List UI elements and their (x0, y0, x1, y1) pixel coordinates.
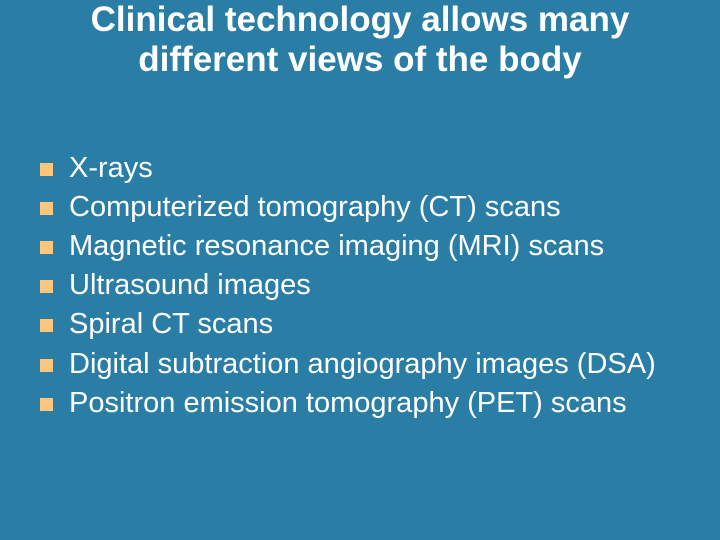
bullet-icon (40, 241, 53, 254)
list-item: Spiral CT scans (40, 306, 680, 343)
slide: Clinical technology allows many differen… (0, 0, 720, 540)
list-item-text: Magnetic resonance imaging (MRI) scans (69, 228, 604, 265)
bullet-icon (40, 359, 53, 372)
list-item-text: Digital subtraction angiography images (… (69, 346, 656, 383)
list-item: X-rays (40, 150, 680, 187)
list-item: Positron emission tomography (PET) scans (40, 385, 680, 422)
list-item-text: Positron emission tomography (PET) scans (69, 385, 627, 422)
list-item: Digital subtraction angiography images (… (40, 346, 680, 383)
bullet-icon (40, 163, 53, 176)
slide-body: X-rays Computerized tomography (CT) scan… (40, 150, 680, 424)
list-item-text: Ultrasound images (69, 267, 311, 304)
list-item: Computerized tomography (CT) scans (40, 189, 680, 226)
bullet-icon (40, 319, 53, 332)
bullet-icon (40, 202, 53, 215)
list-item: Ultrasound images (40, 267, 680, 304)
list-item-text: X-rays (69, 150, 153, 187)
slide-title: Clinical technology allows many differen… (0, 0, 720, 81)
bullet-icon (40, 280, 53, 293)
list-item: Magnetic resonance imaging (MRI) scans (40, 228, 680, 265)
list-item-text: Computerized tomography (CT) scans (69, 189, 561, 226)
bullet-icon (40, 398, 53, 411)
list-item-text: Spiral CT scans (69, 306, 273, 343)
